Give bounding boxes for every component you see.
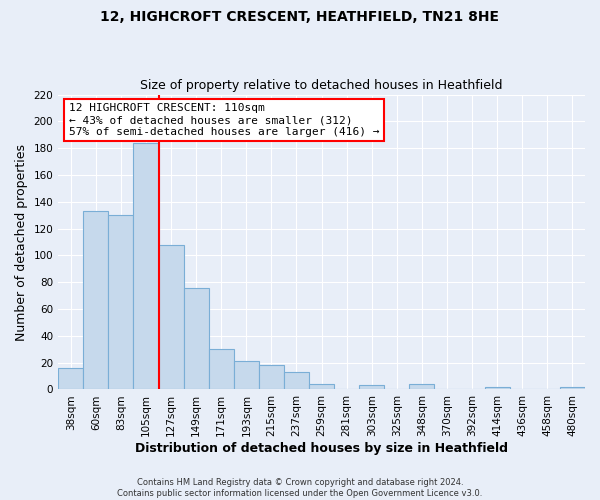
Bar xyxy=(560,387,585,390)
Bar xyxy=(133,143,158,390)
Bar xyxy=(234,362,259,390)
Title: Size of property relative to detached houses in Heathfield: Size of property relative to detached ho… xyxy=(140,79,503,92)
Bar xyxy=(259,366,284,390)
Text: Contains HM Land Registry data © Crown copyright and database right 2024.
Contai: Contains HM Land Registry data © Crown c… xyxy=(118,478,482,498)
Bar xyxy=(485,387,510,390)
Bar xyxy=(284,372,309,390)
Bar xyxy=(359,386,385,390)
Bar xyxy=(83,211,109,390)
Bar xyxy=(158,244,184,390)
X-axis label: Distribution of detached houses by size in Heathfield: Distribution of detached houses by size … xyxy=(135,442,508,455)
Y-axis label: Number of detached properties: Number of detached properties xyxy=(15,144,28,340)
Bar xyxy=(409,384,434,390)
Text: 12 HIGHCROFT CRESCENT: 110sqm
← 43% of detached houses are smaller (312)
57% of : 12 HIGHCROFT CRESCENT: 110sqm ← 43% of d… xyxy=(69,104,379,136)
Text: 12, HIGHCROFT CRESCENT, HEATHFIELD, TN21 8HE: 12, HIGHCROFT CRESCENT, HEATHFIELD, TN21… xyxy=(101,10,499,24)
Bar xyxy=(109,215,133,390)
Bar xyxy=(309,384,334,390)
Bar xyxy=(184,288,209,390)
Bar xyxy=(58,368,83,390)
Bar xyxy=(209,349,234,390)
